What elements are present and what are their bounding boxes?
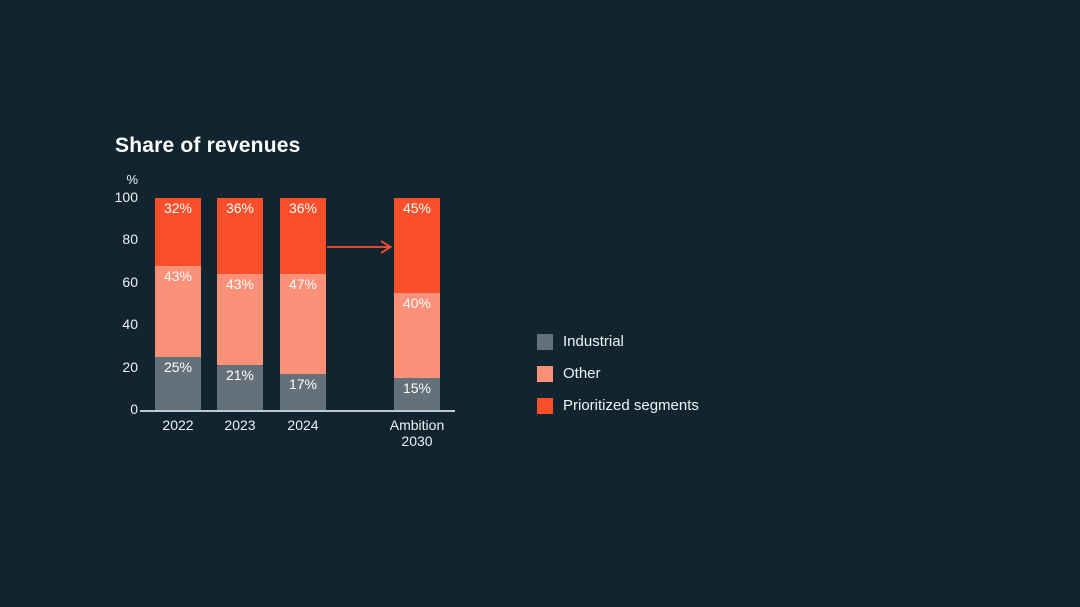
bar-segment-industrial: 15% xyxy=(394,378,440,410)
y-tick-label: 100 xyxy=(114,189,138,205)
bar-value-label: 36% xyxy=(225,200,255,216)
x-tick-label: 2023 xyxy=(224,417,256,433)
legend-swatch-industrial xyxy=(537,333,553,350)
bar-segment-industrial: 21% xyxy=(217,365,263,410)
bar-value-label: 15% xyxy=(402,380,432,397)
x-tick-label: Ambition 2030 xyxy=(389,417,445,449)
bar-value-label: 25% xyxy=(163,359,193,375)
bar-value-label: 43% xyxy=(163,267,193,284)
bar-value-label: 32% xyxy=(163,200,193,216)
bar-segment-prioritized-segments: 36% xyxy=(217,198,263,275)
bar-value-label: 21% xyxy=(225,367,255,384)
bar-segment-other: 43% xyxy=(155,265,201,357)
bar-value-label: 45% xyxy=(402,200,432,216)
bar-segment-prioritized-segments: 32% xyxy=(155,198,201,266)
legend-swatch-prioritized-segments xyxy=(537,397,553,414)
bar-value-label: 40% xyxy=(402,295,432,312)
bar-value-label: 47% xyxy=(288,276,318,293)
bar-value-label: 17% xyxy=(288,375,318,392)
y-tick-label: 40 xyxy=(122,316,138,333)
bar-segment-other: 40% xyxy=(394,293,440,379)
y-tick-label: 20 xyxy=(122,358,138,375)
bar-segment-other: 43% xyxy=(217,274,263,366)
y-tick-label: 60 xyxy=(122,273,138,290)
y-axis-unit-label: % xyxy=(126,172,138,187)
legend-label: Prioritized segments xyxy=(563,397,699,414)
chart-title: Share of revenues xyxy=(115,134,301,157)
bar-segment-prioritized-segments: 36% xyxy=(280,198,326,275)
legend-swatch-other xyxy=(537,365,553,382)
legend-label: Industrial xyxy=(563,333,624,350)
trend-arrow xyxy=(327,239,393,255)
bar-value-label: 43% xyxy=(225,276,255,293)
bar-segment-industrial: 17% xyxy=(280,373,326,410)
y-tick-label: 80 xyxy=(122,231,138,248)
x-tick-label: 2024 xyxy=(287,417,319,433)
bar-value-label: 36% xyxy=(288,200,318,216)
bar-segment-prioritized-segments: 45% xyxy=(394,198,440,294)
x-tick-label: 2022 xyxy=(162,417,194,433)
legend-item: Other xyxy=(537,365,699,382)
y-tick-label: 0 xyxy=(130,401,138,417)
x-axis-line xyxy=(140,410,455,412)
legend-label: Other xyxy=(563,365,601,382)
bar-segment-other: 47% xyxy=(280,274,326,374)
legend-item: Industrial xyxy=(537,333,699,350)
legend-item: Prioritized segments xyxy=(537,397,699,414)
legend: Industrial Other Prioritized segments xyxy=(537,333,699,429)
bar-segment-industrial: 25% xyxy=(155,357,201,410)
